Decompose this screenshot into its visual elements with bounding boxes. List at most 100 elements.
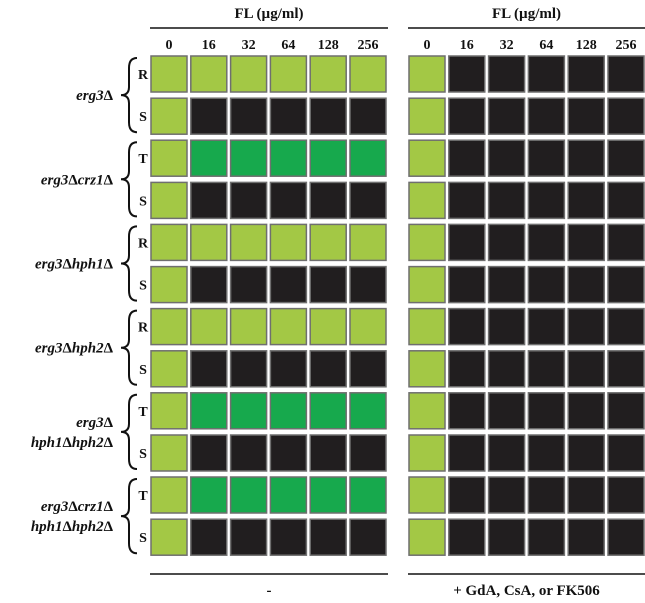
growth-cell <box>229 181 268 220</box>
strain-name-part: Δ <box>68 499 78 515</box>
growth-cell <box>607 265 645 304</box>
growth-cell <box>269 265 308 304</box>
growth-cell <box>408 307 446 346</box>
strain-brace <box>120 478 138 555</box>
concentration-label: 64 <box>539 38 553 53</box>
growth-cell <box>567 434 605 472</box>
strain-brace <box>120 141 138 218</box>
growth-cell <box>487 518 526 556</box>
concentration-label: 128 <box>318 38 339 53</box>
row-label: S <box>139 110 147 125</box>
growth-cell <box>190 518 228 556</box>
strain-name-part: Δ <box>63 519 73 535</box>
growth-cell <box>567 139 605 177</box>
row-label: S <box>139 279 147 294</box>
growth-cell <box>229 55 268 93</box>
growth-cell <box>190 392 228 430</box>
strain-name-line: hph1Δhph2Δ <box>31 519 114 535</box>
growth-cell <box>448 392 486 430</box>
growth-cell <box>190 350 228 388</box>
growth-cell <box>487 476 526 514</box>
strain-brace <box>120 309 138 386</box>
concentration-label: 0 <box>166 38 173 53</box>
panel-header-1: FL (µg/ml) <box>492 6 561 22</box>
growth-cell <box>448 139 486 177</box>
strain-name-part: erg3 <box>41 172 69 188</box>
growth-cell <box>527 97 566 135</box>
growth-cell <box>408 476 446 514</box>
growth-cell <box>408 265 446 304</box>
strain-name-line: erg3Δhph2Δ <box>35 341 114 357</box>
growth-cell <box>269 181 308 220</box>
growth-cell <box>567 350 605 388</box>
panel-footer-0: - <box>267 583 272 599</box>
growth-cell <box>567 476 605 514</box>
growth-cell <box>448 518 486 556</box>
growth-cell <box>349 55 387 93</box>
row-label: T <box>138 152 148 167</box>
growth-cell <box>448 476 486 514</box>
growth-cell <box>567 518 605 556</box>
growth-cell <box>309 307 347 346</box>
growth-cell <box>349 265 387 304</box>
growth-cell <box>229 350 268 388</box>
growth-cell <box>607 55 645 93</box>
growth-cell <box>487 392 526 430</box>
growth-cell <box>229 434 268 472</box>
strain-name-part: hph1 <box>31 519 63 535</box>
growth-cell <box>349 223 387 262</box>
concentration-label: 128 <box>576 38 597 53</box>
row-label: R <box>138 68 149 83</box>
strain-brace <box>120 225 138 302</box>
growth-cell <box>448 265 486 304</box>
strain-name-part: hph2 <box>72 435 104 451</box>
growth-cell <box>607 181 645 220</box>
growth-cell <box>567 97 605 135</box>
growth-cell <box>309 265 347 304</box>
strain-name-part: crz1 <box>78 172 104 188</box>
strain-name-part: Δ <box>104 415 114 431</box>
concentration-label: 16 <box>460 38 474 53</box>
growth-cell <box>190 307 228 346</box>
growth-cell <box>229 392 268 430</box>
growth-cell <box>607 223 645 262</box>
strain-name-line: erg3Δ <box>76 415 114 431</box>
growth-cell <box>567 223 605 262</box>
growth-cell <box>190 139 228 177</box>
growth-cell <box>448 307 486 346</box>
growth-cell <box>487 434 526 472</box>
panel-header-0: FL (µg/ml) <box>234 6 303 22</box>
growth-cell <box>150 307 188 346</box>
strain-name-line: erg3Δhph1Δ <box>35 257 114 273</box>
growth-cell <box>487 55 526 93</box>
growth-cell <box>487 97 526 135</box>
growth-cell <box>487 265 526 304</box>
growth-cell <box>269 55 308 93</box>
growth-cell <box>448 434 486 472</box>
growth-cell <box>309 476 347 514</box>
strain-name-part: erg3 <box>76 88 104 104</box>
growth-cell <box>527 518 566 556</box>
growth-cell <box>229 307 268 346</box>
growth-cell <box>150 139 188 177</box>
growth-cell <box>448 97 486 135</box>
growth-cell <box>607 97 645 135</box>
growth-cell <box>190 181 228 220</box>
growth-cell <box>487 223 526 262</box>
growth-cell <box>309 139 347 177</box>
strain-name-line: hph1Δhph2Δ <box>31 435 114 451</box>
growth-cell <box>567 265 605 304</box>
strain-brace <box>120 57 138 134</box>
growth-cell <box>487 181 526 220</box>
growth-cell <box>269 476 308 514</box>
growth-cell <box>269 434 308 472</box>
panel-footer-1: + GdA, CsA, or FK506 <box>453 583 600 599</box>
growth-cell <box>309 392 347 430</box>
growth-cell <box>448 55 486 93</box>
strain-name-part: Δ <box>63 435 73 451</box>
growth-cell <box>309 518 347 556</box>
growth-cell <box>527 392 566 430</box>
growth-cell <box>448 181 486 220</box>
strain-name-part: Δ <box>104 519 114 535</box>
